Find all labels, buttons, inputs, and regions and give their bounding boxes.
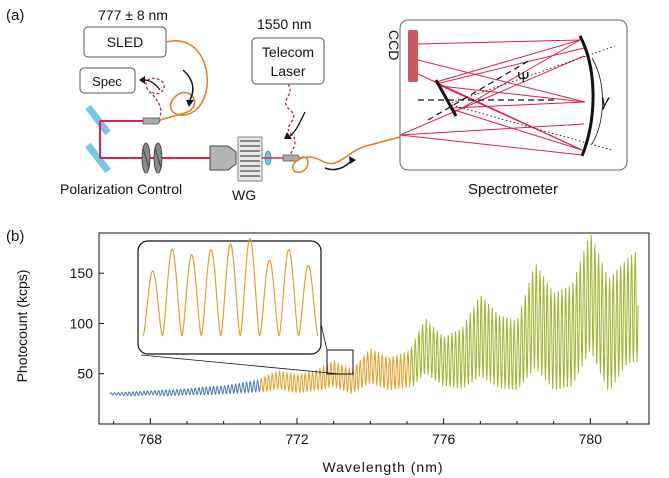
collimator-top	[142, 117, 161, 125]
focusing-mirror	[578, 35, 595, 157]
spec-arrow	[143, 79, 161, 91]
x-tick-label: 772	[285, 431, 309, 447]
x-tick-label: 780	[579, 431, 603, 447]
output-fiber	[291, 136, 401, 173]
waveguide-chip	[237, 136, 263, 182]
y-ticks: 50 100 150	[70, 265, 104, 382]
spec-box	[79, 67, 136, 94]
zoom-connector-bottom	[140, 354, 341, 375]
panel-a: (a) 777 ± 8 nm SLED Spec Polarization Co…	[6, 7, 628, 203]
y-axis-label: Photocount (kcps)	[14, 270, 30, 383]
panel-b: (b) 50 100 150 768 772 776 780 Photocount (kc…	[6, 228, 650, 475]
sled-label: SLED	[107, 34, 144, 50]
wg-label: WG	[232, 187, 256, 203]
spectrometer-rays	[399, 39, 586, 156]
gamma-arc	[591, 57, 603, 145]
inset-line	[142, 238, 319, 337]
mirror-bottom	[85, 142, 111, 174]
sled-fiber	[159, 40, 209, 121]
laser-fiber	[285, 83, 296, 156]
panel-a-label: (a)	[6, 7, 24, 24]
x-tick-label: 776	[432, 431, 456, 447]
inset-frame	[137, 240, 322, 355]
mirror-top	[85, 104, 111, 136]
panel-b-label: (b)	[6, 228, 24, 245]
waveplate-2-line	[154, 147, 162, 169]
grating	[434, 79, 458, 117]
inset-series	[142, 238, 319, 337]
y-tick-label: 50	[77, 366, 93, 382]
laser-label-line1: Telecom	[262, 44, 314, 60]
x-axis-label: Wavelength (nm)	[322, 459, 443, 475]
series-3-line	[410, 234, 639, 391]
y-tick-label: 150	[70, 265, 94, 281]
waveplate-1-line	[142, 147, 150, 169]
sled-arrowhead	[186, 100, 194, 107]
series-1-line	[109, 379, 261, 397]
gamma-label: γ	[601, 93, 610, 110]
ccd-detector	[408, 30, 418, 82]
laser-label-line2: Laser	[270, 63, 305, 79]
laser-arrow	[289, 111, 306, 137]
optical-axis-2	[447, 103, 613, 151]
spectrometer-box	[399, 19, 628, 171]
ccd-label: CCD	[386, 30, 402, 60]
data-series	[109, 234, 639, 397]
psi-label: Ψ	[517, 69, 530, 86]
objective-lens	[209, 145, 237, 171]
spec-label: Spec	[92, 74, 122, 89]
y-tick-label: 100	[70, 315, 94, 331]
optical-axis-1	[447, 45, 616, 105]
laser-wavelength-label: 1550 nm	[257, 16, 311, 32]
polarization-label: Polarization Control	[60, 181, 182, 197]
waveguide-grating	[240, 140, 260, 177]
laser-arrowhead	[284, 132, 292, 139]
spectrometer-label: Spectrometer	[468, 181, 558, 198]
sled-wavelength-label: 777 ± 8 nm	[98, 7, 168, 23]
output-arrowhead	[349, 156, 356, 164]
x-ticks: 768 772 776 780	[113, 418, 628, 447]
spec-arrowhead	[139, 76, 145, 84]
series-2-line	[259, 348, 412, 394]
x-tick-label: 768	[139, 431, 163, 447]
sled-arrow	[182, 69, 194, 101]
